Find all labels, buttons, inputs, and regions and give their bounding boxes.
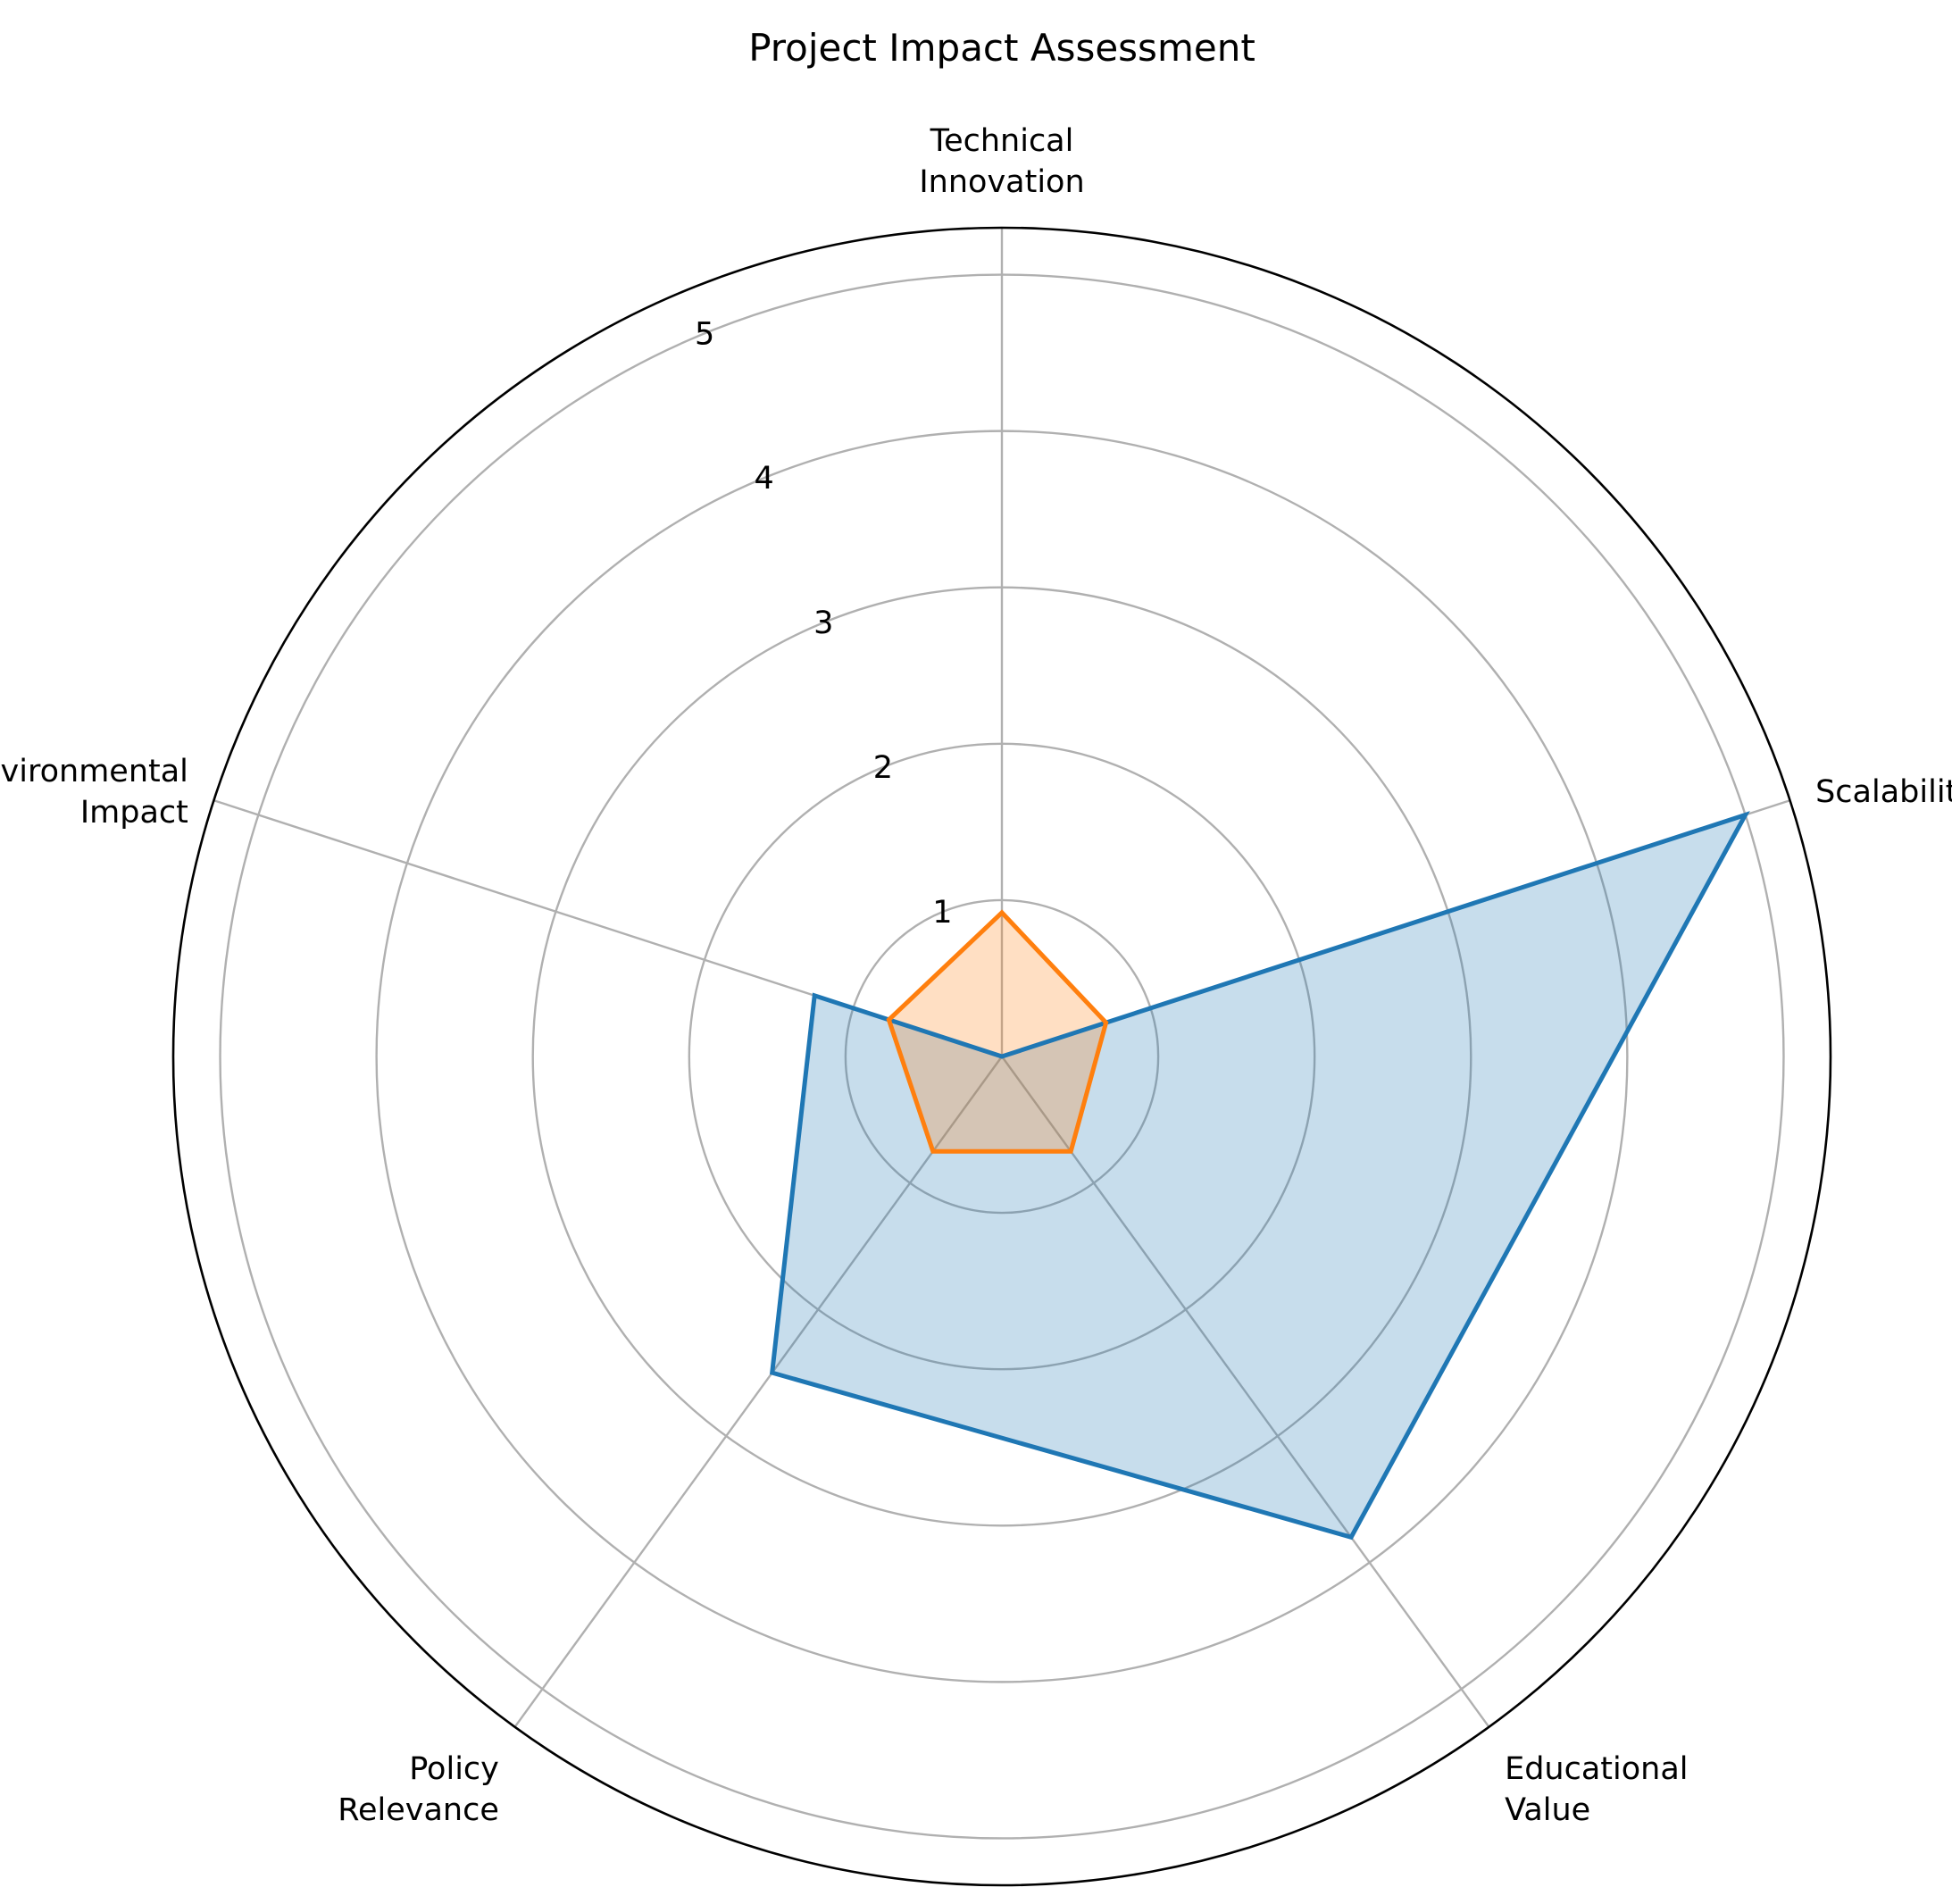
category-label-2: Scalability [1815, 774, 1952, 810]
category-label-5: EnvironmentalImpact [0, 754, 188, 831]
grid-layer [171, 226, 1832, 1887]
category-label-3: Educational Value [1505, 1751, 1688, 1828]
category-label-1: Technical Innovation [919, 123, 1084, 200]
category-label-4: Policy Relevance [338, 1751, 499, 1828]
series-layer [769, 811, 1750, 1541]
r-tick-label-1: 1 [932, 895, 952, 931]
series-1-area [772, 814, 1746, 1538]
chart-title: Project Impact Assessment [748, 26, 1255, 70]
r-tick-label-2: 2 [873, 750, 893, 786]
r-tick-label-4: 4 [755, 461, 774, 497]
grid-spoke-4 [513, 1056, 1003, 1728]
r-tick-label-5: 5 [695, 316, 714, 352]
series-2-area [888, 912, 1106, 1152]
r-tick-label-3: 3 [813, 605, 833, 641]
grid-spoke-3 [1001, 1056, 1490, 1728]
series-2-line [886, 909, 1109, 1154]
series-1-line [769, 811, 1750, 1541]
polar-frame [171, 226, 1832, 1887]
